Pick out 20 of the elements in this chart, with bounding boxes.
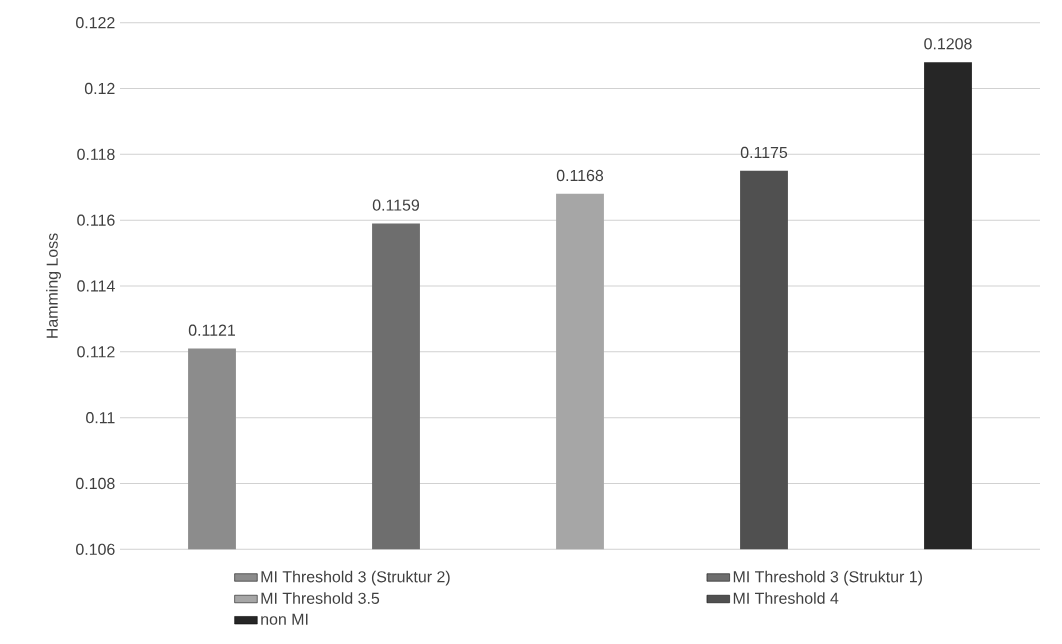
y-tick-label: 0.114 — [77, 280, 115, 292]
y-tick-label: 0.108 — [76, 477, 115, 490]
data-label: 0.1175 — [740, 146, 788, 159]
legend-label: MI Threshold 3 (Struktur 1) — [733, 570, 922, 586]
y-tick-label: 0.112 — [77, 346, 115, 358]
y-tick-label: 0.122 — [76, 17, 115, 29]
y-axis-title: Hamming Loss — [46, 233, 61, 338]
legend-label: MI Threshold 3 (Struktur 2) — [261, 570, 450, 586]
legend-label: MI Threshold 3.5 — [261, 592, 380, 604]
y-tick-label: 0.116 — [77, 214, 115, 226]
data-label: 0.1159 — [372, 199, 420, 211]
y-tick-label: 0.11 — [86, 412, 115, 424]
data-label: 0.1121 — [188, 324, 235, 336]
legend-label: MI Threshold 4 — [733, 592, 839, 604]
y-tick-label: 0.106 — [76, 543, 115, 555]
y-tick-label: 0.12 — [84, 82, 115, 95]
y-tick-label: 0.118 — [77, 148, 115, 160]
data-label: 0.1168 — [556, 169, 604, 182]
data-label: 0.1208 — [924, 38, 972, 50]
legend-label: non MI — [261, 613, 308, 625]
